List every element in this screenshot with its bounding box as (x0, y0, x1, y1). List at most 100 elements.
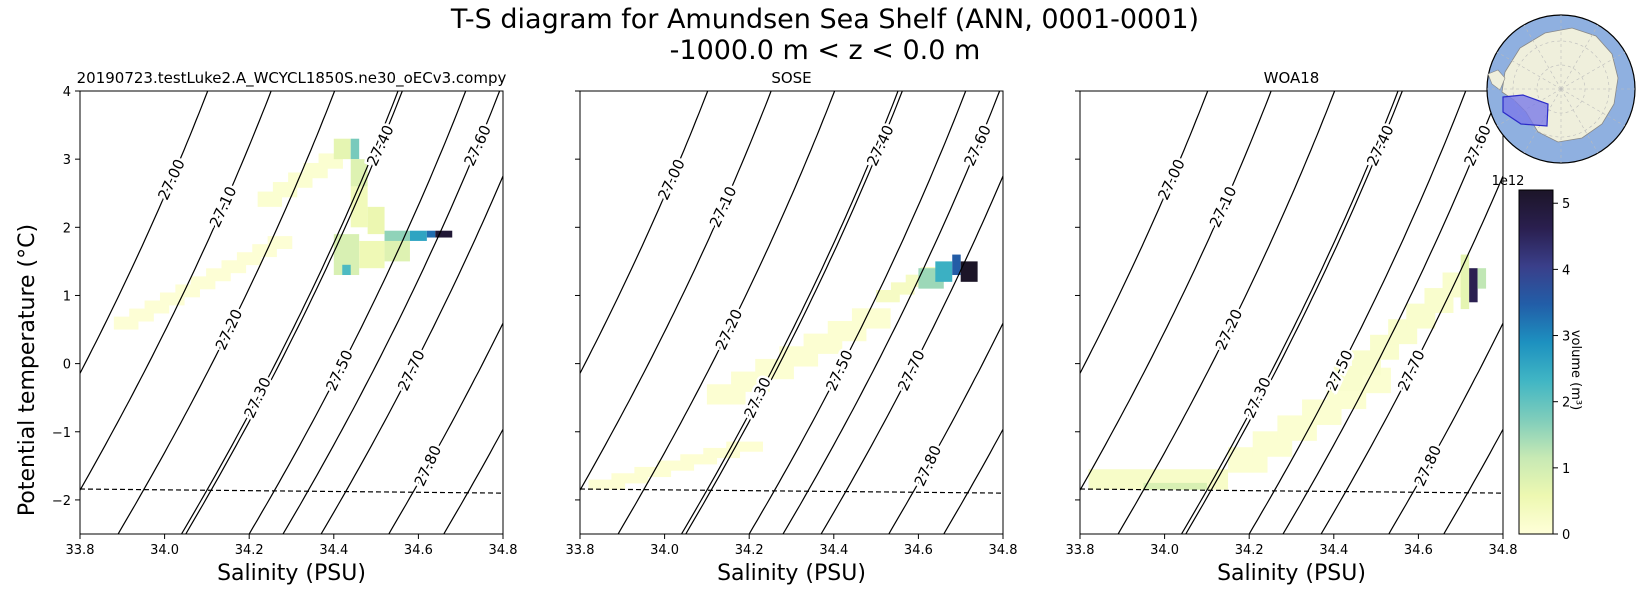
density-contour-line (320, 174, 503, 534)
heatmap-cell (726, 441, 763, 452)
density-contour-line (1388, 321, 1503, 534)
heatmap-cell (657, 460, 695, 471)
density-contour-line (80, 91, 209, 375)
figure-title-line1: T-S diagram for Amundsen Sea Shelf (ANN,… (450, 4, 1199, 35)
x-tick-label: 34.8 (1489, 543, 1518, 558)
heatmap-cell (426, 230, 436, 238)
x-tick-label: 33.8 (66, 543, 95, 558)
panel-frame (79, 90, 504, 535)
panels-group: 27.0027.1027.2027.3027.4027.5027.6027.70… (52, 69, 1518, 586)
density-contour-line (617, 91, 836, 534)
heatmap-cell (1477, 268, 1487, 289)
x-tick-label: 34.0 (150, 543, 179, 558)
x-tick-label: 34.2 (235, 543, 264, 558)
heatmap-cell (952, 254, 961, 276)
x-tick-label: 34.6 (404, 543, 433, 558)
density-contour-line (248, 91, 467, 534)
density-contour-line (117, 91, 336, 534)
x-tick-label: 34.0 (650, 543, 679, 558)
density-contour-line (1282, 91, 1501, 534)
x-tick-label: 34.4 (819, 543, 848, 558)
x-tick-label: 33.8 (566, 543, 595, 558)
heatmap-cell (384, 230, 410, 241)
density-contour-line (1320, 174, 1503, 534)
density-contour-line (282, 91, 501, 534)
y-tick-label: 3 (63, 153, 71, 168)
colorbar: 1e12 volume (m³) 0 1 2 3 4 5 (1492, 174, 1583, 543)
y-tick-label: 4 (63, 85, 71, 100)
y-tick-label: −2 (52, 494, 71, 509)
density-contour-line (1443, 428, 1503, 534)
heatmap-cell (851, 308, 891, 329)
x-tick-label: 34.4 (319, 543, 348, 558)
heatmap-cell (960, 261, 978, 282)
x-tick-label: 34.2 (1235, 543, 1264, 558)
density-contour-line (80, 91, 272, 492)
heatmap-cell (342, 264, 351, 276)
density-contour-line (1080, 91, 1209, 375)
heatmap-cell (409, 230, 427, 241)
colorbar-tick-label: 0 (1562, 528, 1570, 543)
heatmap-cell (1460, 254, 1470, 310)
figure-title-line2: -1000.0 m < z < 0.0 m (670, 35, 981, 66)
x-tick-label: 34.8 (989, 543, 1018, 558)
heatmap-cell (350, 186, 368, 228)
panel-title: WOA18 (1264, 69, 1320, 87)
ts-panel: 27.0027.1027.2027.3027.4027.5027.6027.70… (52, 69, 518, 586)
colorbar-tick-label: 3 (1562, 330, 1570, 345)
density-contour-line (888, 321, 1003, 534)
heatmap-cell (1469, 268, 1478, 303)
x-tick-label: 34.2 (735, 543, 764, 558)
x-tick-label: 34.6 (904, 543, 933, 558)
density-contour-line (1080, 91, 1272, 492)
colorbar-tick-label: 1 (1562, 462, 1570, 477)
heatmap-cell (611, 473, 649, 484)
panel-frame (579, 90, 1004, 535)
density-contour-line (943, 428, 1003, 534)
colorbar-scale-label: 1e12 (1492, 174, 1525, 189)
heatmap-cell (588, 479, 626, 490)
density-contour-line (820, 174, 1003, 534)
density-contours (580, 91, 1003, 534)
density-contour-line (748, 91, 967, 534)
density-contour-line (782, 91, 1001, 534)
x-tick-label: 33.8 (1066, 543, 1095, 558)
x-tick-label: 34.4 (1319, 543, 1348, 558)
colorbar-label: volume (m³) (1568, 330, 1583, 410)
y-tick-label: 0 (63, 358, 71, 373)
colorbar-gradient (1518, 189, 1554, 535)
colorbar-tick-label: 4 (1562, 263, 1570, 278)
y-tick-label: 1 (63, 289, 71, 304)
heatmap-cell (703, 447, 741, 459)
colorbar-tick-label: 2 (1562, 396, 1570, 411)
heatmap-cell (435, 230, 453, 238)
heatmap-cell (350, 159, 368, 187)
density-contour-line (680, 91, 899, 534)
inset-region (1502, 94, 1549, 127)
density-contour-line (580, 91, 709, 375)
ts-panel: 27.0027.1027.2027.3027.4027.5027.6027.70… (566, 69, 1018, 586)
heatmap-cell (1143, 482, 1207, 490)
panel-frame (1079, 90, 1504, 535)
density-contours (80, 91, 503, 534)
heatmap-cells (588, 254, 978, 490)
density-contour-line (185, 91, 403, 534)
x-tick-label: 34.6 (1404, 543, 1433, 558)
x-tick-label: 34.8 (489, 543, 518, 558)
heatmap-cell (350, 138, 360, 160)
density-contour-line (443, 428, 503, 534)
heatmap-cell (267, 236, 293, 249)
inset-peninsula (1487, 69, 1506, 91)
heatmap-cell (367, 206, 385, 235)
density-contour-line (180, 91, 399, 534)
density-contour-line (685, 91, 903, 534)
density-contour-line (1248, 91, 1467, 534)
freezing-line (79, 488, 504, 494)
heatmap-cell (359, 240, 385, 269)
density-contour-line (1180, 91, 1399, 534)
panel-title: SOSE (771, 69, 811, 87)
density-contour-line (1117, 91, 1336, 534)
freezing-line (579, 488, 1004, 494)
x-axis-label: Salinity (PSU) (217, 561, 366, 586)
